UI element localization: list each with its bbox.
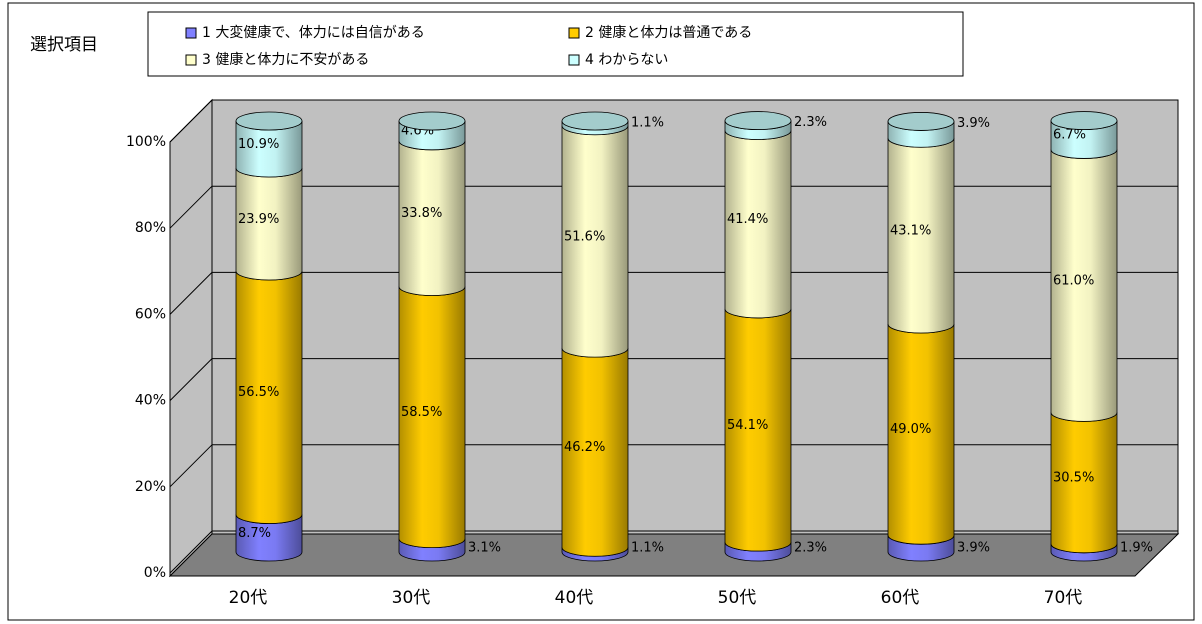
x-tick-label: 20代 [229, 588, 268, 608]
data-label: 58.5% [401, 405, 442, 420]
back-wall [211, 99, 1179, 535]
data-label: 10.9% [238, 137, 279, 152]
bar-cap [887, 112, 955, 131]
frame [7, 2, 1195, 621]
data-label: 2.3% [794, 115, 827, 130]
data-label: 43.1% [890, 224, 931, 239]
legend-title: 選択項目 [30, 35, 98, 55]
data-label: 2.3% [794, 541, 827, 556]
legend-label: 3 健康と体力に不安がある [202, 51, 369, 68]
grid-line [169, 272, 213, 315]
x-tick-label: 50代 [718, 588, 757, 608]
bar-cap [1050, 111, 1118, 130]
data-label: 8.7% [238, 526, 271, 541]
legend-swatch [568, 54, 580, 66]
data-label: 3.1% [468, 541, 501, 556]
data-label: 56.5% [238, 385, 279, 400]
y-tick-label: 80% [135, 220, 166, 236]
legend-label: 4 わからない [585, 52, 668, 68]
data-label: 33.8% [401, 206, 442, 221]
bar-cap [724, 111, 792, 130]
data-label: 23.9% [238, 212, 279, 227]
grid-line [169, 358, 213, 401]
grid-line [169, 444, 213, 488]
data-label: 3.9% [957, 541, 990, 556]
data-label: 46.2% [564, 440, 605, 455]
data-label: 49.0% [890, 422, 931, 437]
data-label: 1.9% [1120, 541, 1153, 556]
data-label: 54.1% [727, 418, 768, 433]
grid-line [169, 99, 213, 143]
legend-swatch [568, 27, 580, 39]
side-wall [169, 98, 213, 578]
data-label: 6.7% [1053, 128, 1086, 143]
y-tick-label: 60% [135, 306, 166, 322]
data-label: 51.6% [564, 229, 605, 244]
x-tick-label: 60代 [881, 588, 920, 608]
x-tick-label: 40代 [555, 588, 594, 608]
legend-box [147, 11, 964, 77]
bar-cap [398, 111, 466, 131]
legend-label: 2 健康と体力は普通である [585, 24, 752, 41]
data-label: 1.1% [631, 116, 664, 131]
data-label: 41.4% [727, 212, 768, 227]
data-label: 1.1% [631, 541, 664, 556]
grid-line [169, 530, 213, 574]
data-label: 30.5% [1053, 471, 1094, 486]
bar-cap [561, 111, 629, 131]
legend-swatch [185, 27, 197, 39]
data-label: 61.0% [1053, 273, 1094, 288]
y-tick-label: 100% [126, 134, 166, 150]
y-tick-label: 20% [135, 479, 166, 495]
legend-label: 1 大変健康で、体力には自信がある [202, 24, 425, 41]
y-tick-label: 0% [144, 565, 166, 581]
x-tick-label: 70代 [1044, 588, 1083, 608]
y-tick-label: 40% [135, 393, 166, 409]
grid-line [169, 185, 213, 229]
x-tick-label: 30代 [392, 588, 431, 608]
bar-cap [235, 111, 303, 131]
legend-swatch [185, 54, 197, 66]
data-label: 3.9% [957, 116, 990, 131]
floor [168, 533, 1180, 577]
